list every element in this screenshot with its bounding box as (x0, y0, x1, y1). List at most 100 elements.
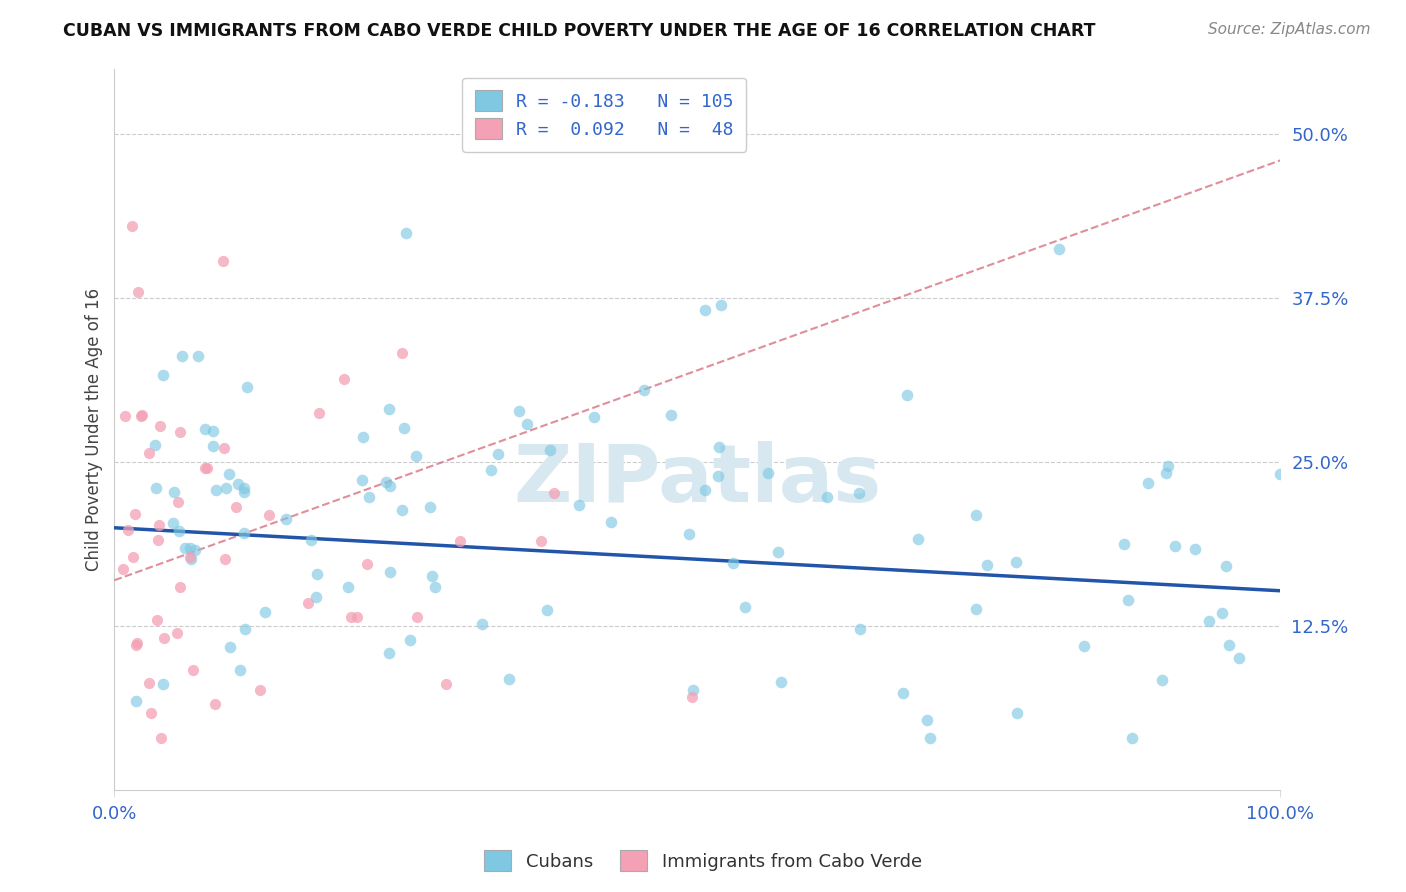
Point (174, 541, 197, 556)
Point (976, 558, 998, 572)
Point (391, 503, 413, 517)
Point (167, 524, 190, 538)
Point (543, 485, 565, 500)
Point (179, 550, 201, 565)
Point (1164, 539, 1187, 553)
Point (138, 445, 160, 459)
Point (204, 697, 226, 711)
Point (214, 441, 236, 455)
Point (112, 562, 135, 576)
Point (205, 483, 228, 498)
Point (508, 403, 530, 417)
Point (1215, 559, 1237, 574)
Point (201, 424, 224, 438)
Text: CUBAN VS IMMIGRANTS FROM CABO VERDE CHILD POVERTY UNDER THE AGE OF 16 CORRELATIO: CUBAN VS IMMIGRANTS FROM CABO VERDE CHIL… (63, 22, 1095, 40)
Point (333, 372, 356, 386)
Point (1118, 593, 1140, 607)
Point (1047, 242, 1070, 256)
Point (169, 425, 191, 440)
Point (529, 533, 551, 548)
Point (1227, 651, 1250, 665)
Point (769, 675, 792, 690)
Point (257, 508, 280, 522)
Point (150, 731, 173, 745)
Point (633, 383, 655, 397)
Point (127, 636, 149, 650)
Point (1121, 731, 1143, 745)
Point (146, 533, 169, 547)
Point (423, 580, 446, 594)
Point (218, 467, 240, 481)
Point (538, 442, 561, 457)
Point (723, 556, 745, 570)
Point (756, 467, 779, 481)
Point (707, 440, 730, 454)
Point (143, 438, 166, 452)
Point (139, 706, 162, 720)
Point (276, 512, 298, 526)
Point (1112, 537, 1135, 551)
Point (375, 475, 398, 489)
Point (1218, 638, 1240, 652)
Point (169, 580, 191, 594)
Point (1198, 614, 1220, 628)
Point (233, 481, 256, 495)
Point (352, 430, 374, 444)
Point (226, 476, 249, 491)
Legend: Cubans, Immigrants from Cabo Verde: Cubans, Immigrants from Cabo Verde (477, 843, 929, 879)
Point (907, 532, 929, 546)
Point (600, 515, 623, 529)
Point (536, 603, 558, 617)
Legend: R = -0.183   N = 105, R =  0.092   N =  48: R = -0.183 N = 105, R = 0.092 N = 48 (463, 78, 747, 152)
Point (479, 462, 502, 476)
Point (149, 419, 172, 434)
Point (394, 421, 416, 435)
Point (138, 675, 160, 690)
Point (235, 380, 257, 394)
Point (1154, 466, 1177, 480)
Point (896, 388, 918, 402)
Point (1004, 555, 1026, 569)
Point (568, 498, 591, 512)
Point (377, 646, 399, 660)
Point (449, 534, 471, 549)
Point (734, 600, 756, 615)
Point (395, 226, 418, 240)
Point (187, 349, 209, 363)
Point (201, 439, 224, 453)
Point (129, 409, 152, 423)
Point (1136, 476, 1159, 491)
Point (305, 590, 328, 604)
Point (297, 596, 319, 610)
Point (125, 638, 148, 652)
Point (163, 485, 186, 500)
Point (419, 500, 441, 515)
Point (356, 557, 378, 571)
Point (486, 447, 509, 461)
Point (162, 516, 184, 530)
Point (378, 479, 401, 493)
Point (180, 552, 202, 566)
Point (965, 601, 987, 615)
Point (391, 345, 413, 359)
Point (308, 406, 330, 420)
Point (471, 617, 494, 632)
Point (166, 625, 188, 640)
Point (233, 623, 256, 637)
Point (917, 713, 939, 727)
Point (152, 677, 174, 691)
Point (582, 409, 605, 424)
Point (181, 664, 204, 678)
Point (695, 483, 717, 498)
Point (766, 545, 789, 559)
Point (127, 285, 149, 299)
Point (516, 417, 538, 431)
Point (918, 731, 941, 745)
Point (377, 402, 399, 417)
Point (131, 408, 153, 422)
Point (233, 525, 256, 540)
Point (214, 551, 236, 566)
Point (498, 673, 520, 687)
Point (678, 526, 700, 541)
Point (121, 549, 143, 564)
